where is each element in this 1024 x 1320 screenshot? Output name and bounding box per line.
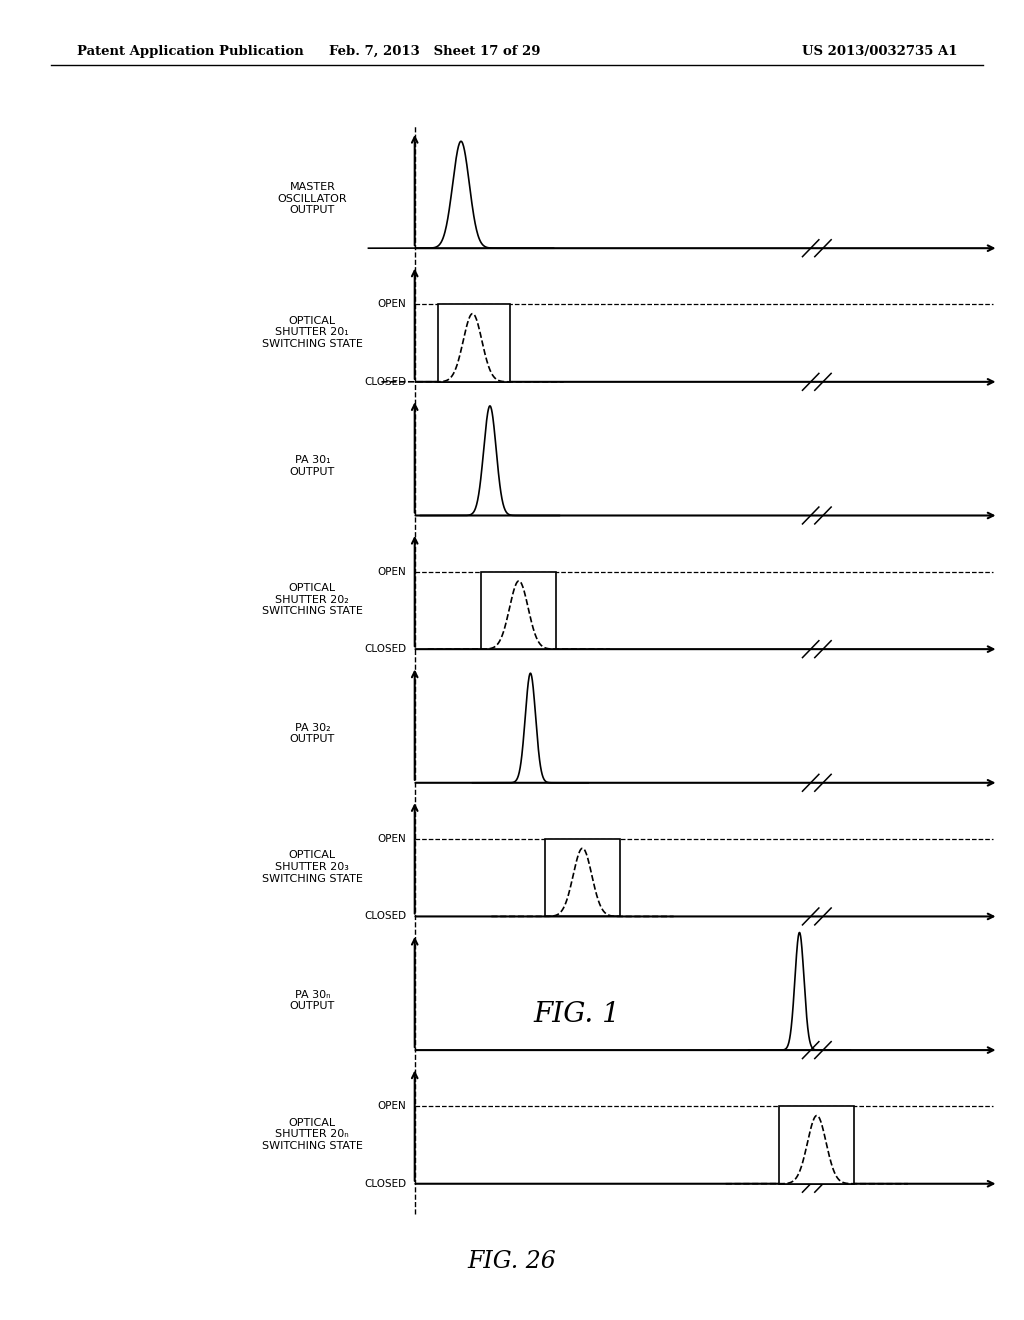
Text: CLOSED: CLOSED: [365, 911, 407, 921]
Text: OPEN: OPEN: [378, 566, 407, 577]
Text: MASTER
OSCILLATOR
OUTPUT: MASTER OSCILLATOR OUTPUT: [278, 182, 347, 215]
Text: OPEN: OPEN: [378, 300, 407, 309]
Bar: [545, 840, 621, 916]
Text: OPTICAL
SHUTTER 20₂
SWITCHING STATE: OPTICAL SHUTTER 20₂ SWITCHING STATE: [262, 583, 362, 616]
Text: FIG. 1: FIG. 1: [534, 1001, 621, 1027]
Text: OPTICAL
SHUTTER 20ₙ
SWITCHING STATE: OPTICAL SHUTTER 20ₙ SWITCHING STATE: [262, 1118, 362, 1151]
Text: CLOSED: CLOSED: [365, 376, 407, 387]
Text: PA 30₂
OUTPUT: PA 30₂ OUTPUT: [290, 722, 335, 744]
Text: FIG. 26: FIG. 26: [468, 1250, 556, 1274]
Text: OPTICAL
SHUTTER 20₁
SWITCHING STATE: OPTICAL SHUTTER 20₁ SWITCHING STATE: [262, 315, 362, 348]
Text: PA 30ₙ
OUTPUT: PA 30ₙ OUTPUT: [290, 990, 335, 1011]
Bar: [438, 305, 510, 381]
Bar: [481, 572, 556, 649]
Text: PA 30₁
OUTPUT: PA 30₁ OUTPUT: [290, 455, 335, 477]
Text: CLOSED: CLOSED: [365, 644, 407, 655]
Text: US 2013/0032735 A1: US 2013/0032735 A1: [802, 45, 957, 58]
Text: Patent Application Publication: Patent Application Publication: [77, 45, 303, 58]
Bar: [779, 1106, 854, 1184]
Text: CLOSED: CLOSED: [365, 1179, 407, 1189]
Text: OPEN: OPEN: [378, 1101, 407, 1111]
Text: Feb. 7, 2013   Sheet 17 of 29: Feb. 7, 2013 Sheet 17 of 29: [330, 45, 541, 58]
Text: OPTICAL
SHUTTER 20₃
SWITCHING STATE: OPTICAL SHUTTER 20₃ SWITCHING STATE: [262, 850, 362, 883]
Text: OPEN: OPEN: [378, 834, 407, 843]
